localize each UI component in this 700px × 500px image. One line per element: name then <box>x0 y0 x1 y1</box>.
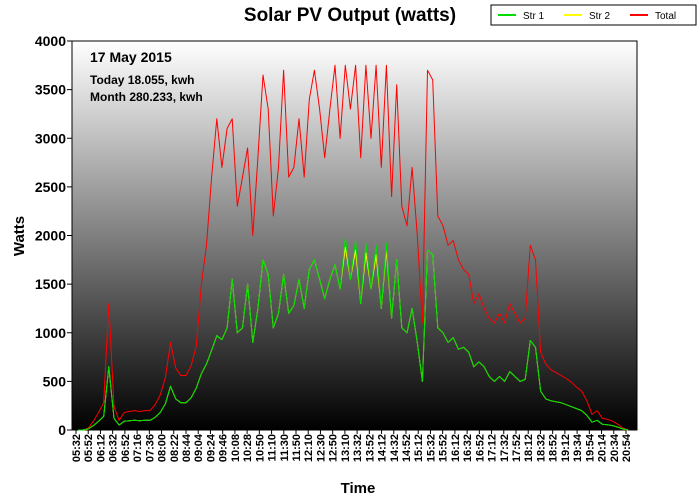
x-tick-label: 08:44 <box>181 433 193 462</box>
x-tick-label: 08:00 <box>157 434 169 462</box>
y-tick-label: 500 <box>43 373 67 389</box>
y-axis-title: Watts <box>11 216 28 256</box>
x-tick-label: 15:32 <box>425 434 437 462</box>
x-tick-label: 09:24 <box>205 433 217 462</box>
y-axis: 0 500 1000 1500 2000 2500 3000 3500 4000 <box>35 33 72 438</box>
x-tick-label: 12:10 <box>303 434 315 462</box>
x-tick-label: 15:12 <box>413 434 425 462</box>
x-tick-label: 09:04 <box>193 433 205 462</box>
x-tick-label: 06:52 <box>120 434 132 462</box>
y-tick-label: 1000 <box>35 325 66 341</box>
x-tick-label: 10:28 <box>242 434 254 462</box>
x-tick-label: 20:14 <box>597 433 609 462</box>
legend-label-str-2: Str 2 <box>589 11 611 22</box>
series-line-str-1 <box>78 236 629 431</box>
legend-label-str-1: Str 1 <box>523 11 545 22</box>
x-tick-label: 12:50 <box>328 434 340 462</box>
x-tick-label: 11:30 <box>279 434 291 462</box>
x-tick-label: 06:12 <box>95 434 107 462</box>
legend: Str 1 Str 2 Total <box>490 4 697 26</box>
x-tick-label: 05:32 <box>71 434 83 462</box>
x-tick-label: 20:54 <box>621 433 633 462</box>
x-tick-label: 13:52 <box>364 434 376 462</box>
y-tick-label: 2000 <box>35 228 66 244</box>
x-tick-label: 14:12 <box>377 434 389 462</box>
x-tick-label: 17:12 <box>487 434 499 462</box>
plot-area <box>71 40 638 431</box>
x-tick-label: 07:16 <box>132 434 144 462</box>
x-axis: 05:32 05:52 06:12 06:32 06:52 07:16 07:36 08:00… <box>71 430 633 462</box>
today-energy-annotation: Today 18.055, kwh <box>90 73 195 87</box>
x-tick-label: 19:12 <box>560 434 572 462</box>
x-tick-label: 05:52 <box>83 434 95 462</box>
x-tick-label: 12:30 <box>315 434 327 462</box>
y-tick-label: 4000 <box>35 33 66 49</box>
x-tick-label: 19:54 <box>584 433 596 462</box>
legend-box <box>490 4 697 26</box>
x-tick-label: 08:22 <box>169 434 181 462</box>
x-axis-title: Time <box>341 480 376 497</box>
x-tick-label: 17:52 <box>511 434 523 462</box>
y-tick-label: 3500 <box>35 82 66 98</box>
y-tick-label: 1500 <box>35 276 66 292</box>
x-tick-label: 18:52 <box>548 434 560 462</box>
x-tick-label: 19:34 <box>572 433 584 462</box>
x-tick-label: 16:12 <box>450 434 462 462</box>
x-tick-label: 10:08 <box>230 434 242 462</box>
x-tick-label: 11:10 <box>267 434 279 462</box>
x-tick-label: 13:32 <box>352 434 364 462</box>
x-tick-label: 07:36 <box>144 434 156 462</box>
x-tick-label: 06:32 <box>108 434 120 462</box>
legend-label-total: Total <box>655 11 676 22</box>
x-tick-label: 18:32 <box>535 434 547 462</box>
x-tick-label: 09:46 <box>218 434 230 462</box>
x-tick-label: 14:32 <box>389 434 401 462</box>
month-energy-annotation: Month 280.233, kwh <box>90 90 203 104</box>
x-tick-label: 14:52 <box>401 434 413 462</box>
y-tick-label: 0 <box>58 422 66 438</box>
y-tick-label: 2500 <box>35 179 66 195</box>
y-tick-label: 3000 <box>35 130 66 146</box>
x-tick-label: 16:52 <box>474 434 486 462</box>
x-tick-label: 17:32 <box>499 434 511 462</box>
x-tick-label: 10:50 <box>254 434 266 462</box>
date-annotation: 17 May 2015 <box>90 49 172 65</box>
x-tick-label: 18:12 <box>523 434 535 462</box>
x-tick-label: 13:10 <box>340 434 352 462</box>
x-tick-label: 11:50 <box>291 434 303 462</box>
chart-title: Solar PV Output (watts) <box>244 5 456 26</box>
x-tick-label: 16:32 <box>462 434 474 462</box>
x-tick-label: 20:34 <box>609 433 621 462</box>
series-lines <box>78 64 629 431</box>
x-tick-label: 15:52 <box>438 434 450 462</box>
series-line-total <box>78 64 629 431</box>
